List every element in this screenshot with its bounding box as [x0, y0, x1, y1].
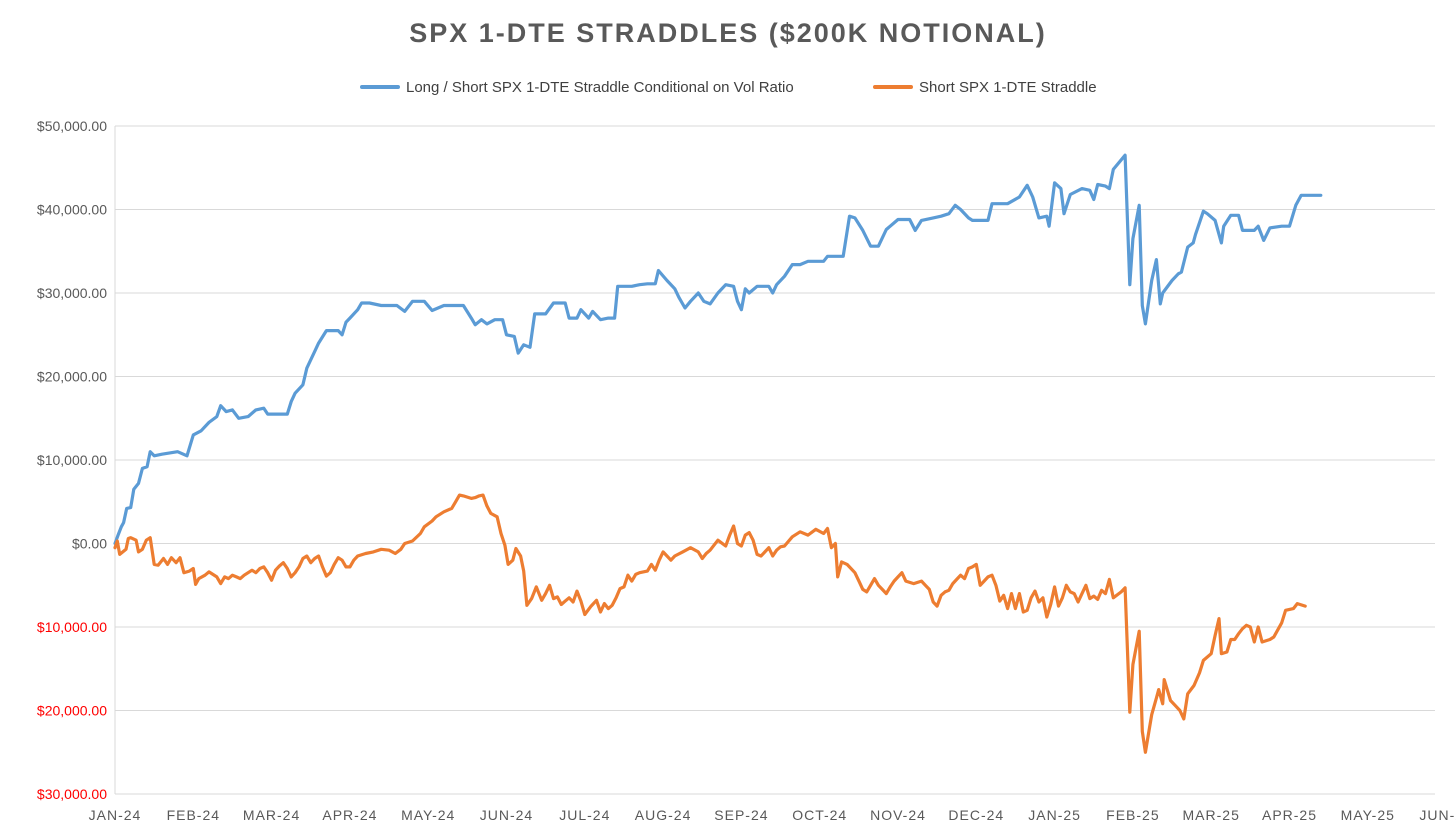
- series-line-long-short: [113, 153, 1323, 546]
- chart-title: SPX 1-DTE STRADDLES ($200K NOTIONAL): [409, 18, 1047, 48]
- y-tick-label: $30,000.00: [37, 786, 107, 802]
- x-tick-label: FEB-25: [1106, 807, 1159, 823]
- x-tick-label: MAY-24: [401, 807, 455, 823]
- x-tick-label: JUN-25: [1419, 807, 1456, 823]
- legend-item-short-straddle: Short SPX 1-DTE Straddle: [873, 76, 1097, 98]
- legend-label-short-straddle: Short SPX 1-DTE Straddle: [919, 78, 1097, 96]
- legend-item-long-short: Long / Short SPX 1-DTE Straddle Conditio…: [360, 76, 794, 98]
- y-tick-label: $0.00: [72, 536, 107, 552]
- legend: Long / Short SPX 1-DTE Straddle Conditio…: [0, 76, 1456, 98]
- y-tick-label: $10,000.00: [37, 619, 107, 635]
- legend-label-long-short: Long / Short SPX 1-DTE Straddle Conditio…: [406, 78, 794, 96]
- y-tick-label: $40,000.00: [37, 202, 107, 218]
- x-tick-label: MAR-24: [243, 807, 300, 823]
- x-tick-label: MAY-25: [1341, 807, 1395, 823]
- x-tick-label: AUG-24: [635, 807, 692, 823]
- x-tick-label: APR-24: [322, 807, 377, 823]
- y-tick-label: $20,000.00: [37, 703, 107, 719]
- legend-swatch-long-short: [360, 85, 400, 89]
- y-tick-label: $30,000.00: [37, 285, 107, 301]
- x-tick-label: APR-25: [1262, 807, 1317, 823]
- x-tick-label: JUN-24: [480, 807, 533, 823]
- x-tick-label: MAR-25: [1183, 807, 1240, 823]
- x-tick-label: OCT-24: [792, 807, 847, 823]
- x-tick-label: SEP-24: [714, 807, 768, 823]
- legend-swatch-short-straddle: [873, 85, 913, 89]
- y-tick-label: $20,000.00: [37, 369, 107, 385]
- x-tick-label: DEC-24: [948, 807, 1004, 823]
- series-line-short-straddle: [113, 493, 1307, 754]
- x-tick-label: FEB-24: [167, 807, 220, 823]
- x-tick-label: JAN-24: [89, 807, 142, 823]
- x-tick-label: JAN-25: [1028, 807, 1081, 823]
- y-tick-label: $50,000.00: [37, 118, 107, 134]
- x-tick-label: NOV-24: [870, 807, 926, 823]
- x-tick-label: JUL-24: [559, 807, 610, 823]
- y-tick-label: $10,000.00: [37, 452, 107, 468]
